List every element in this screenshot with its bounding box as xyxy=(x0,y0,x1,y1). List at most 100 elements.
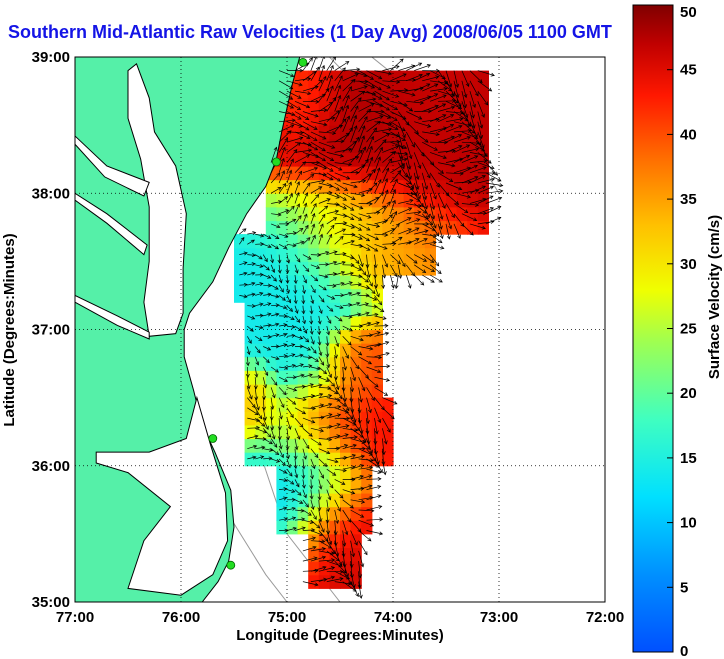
arrow-head xyxy=(408,175,412,180)
velocity-arrow xyxy=(382,201,391,214)
velocity-arrow xyxy=(477,121,483,139)
arrow-head xyxy=(321,64,325,70)
arrow-head xyxy=(439,170,444,174)
velocity-arrow xyxy=(382,458,386,475)
arrow-head xyxy=(369,495,374,500)
arrow-head xyxy=(373,450,378,456)
arrow-head xyxy=(275,322,280,327)
velocity-arrow xyxy=(358,213,372,219)
velocity-arrow xyxy=(326,182,340,191)
arrow-head xyxy=(497,177,502,182)
velocity-cell xyxy=(340,533,352,549)
arrow-head xyxy=(321,147,326,152)
arrow-head xyxy=(380,308,385,313)
velocity-arrow xyxy=(318,57,325,71)
arrow-head xyxy=(281,296,286,301)
velocity-arrow xyxy=(422,76,439,82)
velocity-arrow xyxy=(382,214,393,225)
arrow-head xyxy=(293,300,298,305)
arrow-head xyxy=(305,104,311,109)
arrow-head xyxy=(387,428,391,433)
arrow-head xyxy=(365,237,371,242)
arrow-head xyxy=(323,370,328,375)
arrow-head xyxy=(420,281,425,286)
velocity-arrow xyxy=(350,499,365,503)
arrow-head xyxy=(377,476,382,481)
velocity-arrow xyxy=(318,274,328,278)
arrow-head xyxy=(416,218,421,223)
velocity-arrow xyxy=(310,458,316,469)
velocity-arrow xyxy=(469,223,486,229)
arrow-head xyxy=(322,165,327,170)
velocity-arrow xyxy=(422,241,437,245)
velocity-arrow xyxy=(310,152,326,162)
arrow-head xyxy=(362,446,366,451)
velocity-arrow xyxy=(406,62,422,71)
velocity-arrow xyxy=(453,111,469,122)
velocity-arrow xyxy=(445,145,462,153)
velocity-cell xyxy=(371,438,383,453)
arrow-head xyxy=(394,145,400,150)
arrow-head xyxy=(311,536,317,541)
velocity-cell xyxy=(329,561,341,576)
velocity-arrow xyxy=(382,90,399,98)
arrow-head xyxy=(355,260,360,265)
arrow-head xyxy=(301,300,306,305)
velocity-arrows xyxy=(239,57,504,599)
velocity-arrow xyxy=(310,384,322,388)
arrow-head xyxy=(404,88,409,93)
velocity-arrow xyxy=(326,550,340,561)
velocity-arrow xyxy=(342,203,354,211)
arrow-head xyxy=(275,451,280,456)
arrow-head xyxy=(290,413,294,419)
arrow-head xyxy=(243,271,248,276)
velocity-cell xyxy=(435,84,447,99)
velocity-arrow xyxy=(358,407,361,424)
velocity-cell xyxy=(287,356,299,371)
velocity-cell xyxy=(276,275,288,290)
velocity-arrow xyxy=(461,111,471,127)
arrow-head xyxy=(450,105,456,110)
arrow-head xyxy=(366,273,371,278)
arrow-head xyxy=(347,518,352,523)
velocity-arrow xyxy=(358,397,361,413)
velocity-cell xyxy=(329,138,341,153)
velocity-cell xyxy=(456,220,468,235)
arrow-head xyxy=(466,194,472,199)
velocity-cell xyxy=(350,493,362,508)
arrow-head xyxy=(352,443,357,448)
velocity-cell xyxy=(244,384,256,399)
arrow-head xyxy=(386,84,391,89)
arrow-head xyxy=(359,474,364,479)
velocity-arrow xyxy=(334,560,347,574)
arrow-head xyxy=(342,205,347,210)
velocity-cell xyxy=(308,84,320,99)
velocity-arrow xyxy=(350,313,361,317)
velocity-arrow xyxy=(334,213,347,217)
velocity-arrow xyxy=(485,172,502,182)
velocity-arrow xyxy=(382,141,400,143)
arrow-head xyxy=(386,364,391,369)
velocity-cell xyxy=(287,234,299,249)
velocity-arrow xyxy=(294,489,302,496)
arrow-head xyxy=(449,124,455,128)
arrow-head xyxy=(375,293,380,298)
velocity-arrow xyxy=(286,448,289,459)
velocity-arrow xyxy=(390,163,405,174)
arrow-head xyxy=(305,268,310,273)
velocity-cell xyxy=(340,302,352,317)
velocity-arrow xyxy=(247,254,256,256)
velocity-arrow xyxy=(350,125,357,143)
velocity-cell xyxy=(393,261,405,276)
arrow-head xyxy=(267,334,272,339)
arrow-head xyxy=(307,148,313,153)
velocity-arrow xyxy=(358,274,369,283)
colorbar-tick-label: 30 xyxy=(680,256,697,273)
velocity-arrow xyxy=(342,192,356,200)
velocity-cell xyxy=(276,479,288,494)
arrow-head xyxy=(440,245,445,250)
velocity-arrow xyxy=(390,223,400,235)
velocity-cell xyxy=(244,397,256,412)
velocity-cell xyxy=(308,125,320,140)
velocity-cell xyxy=(244,261,256,276)
